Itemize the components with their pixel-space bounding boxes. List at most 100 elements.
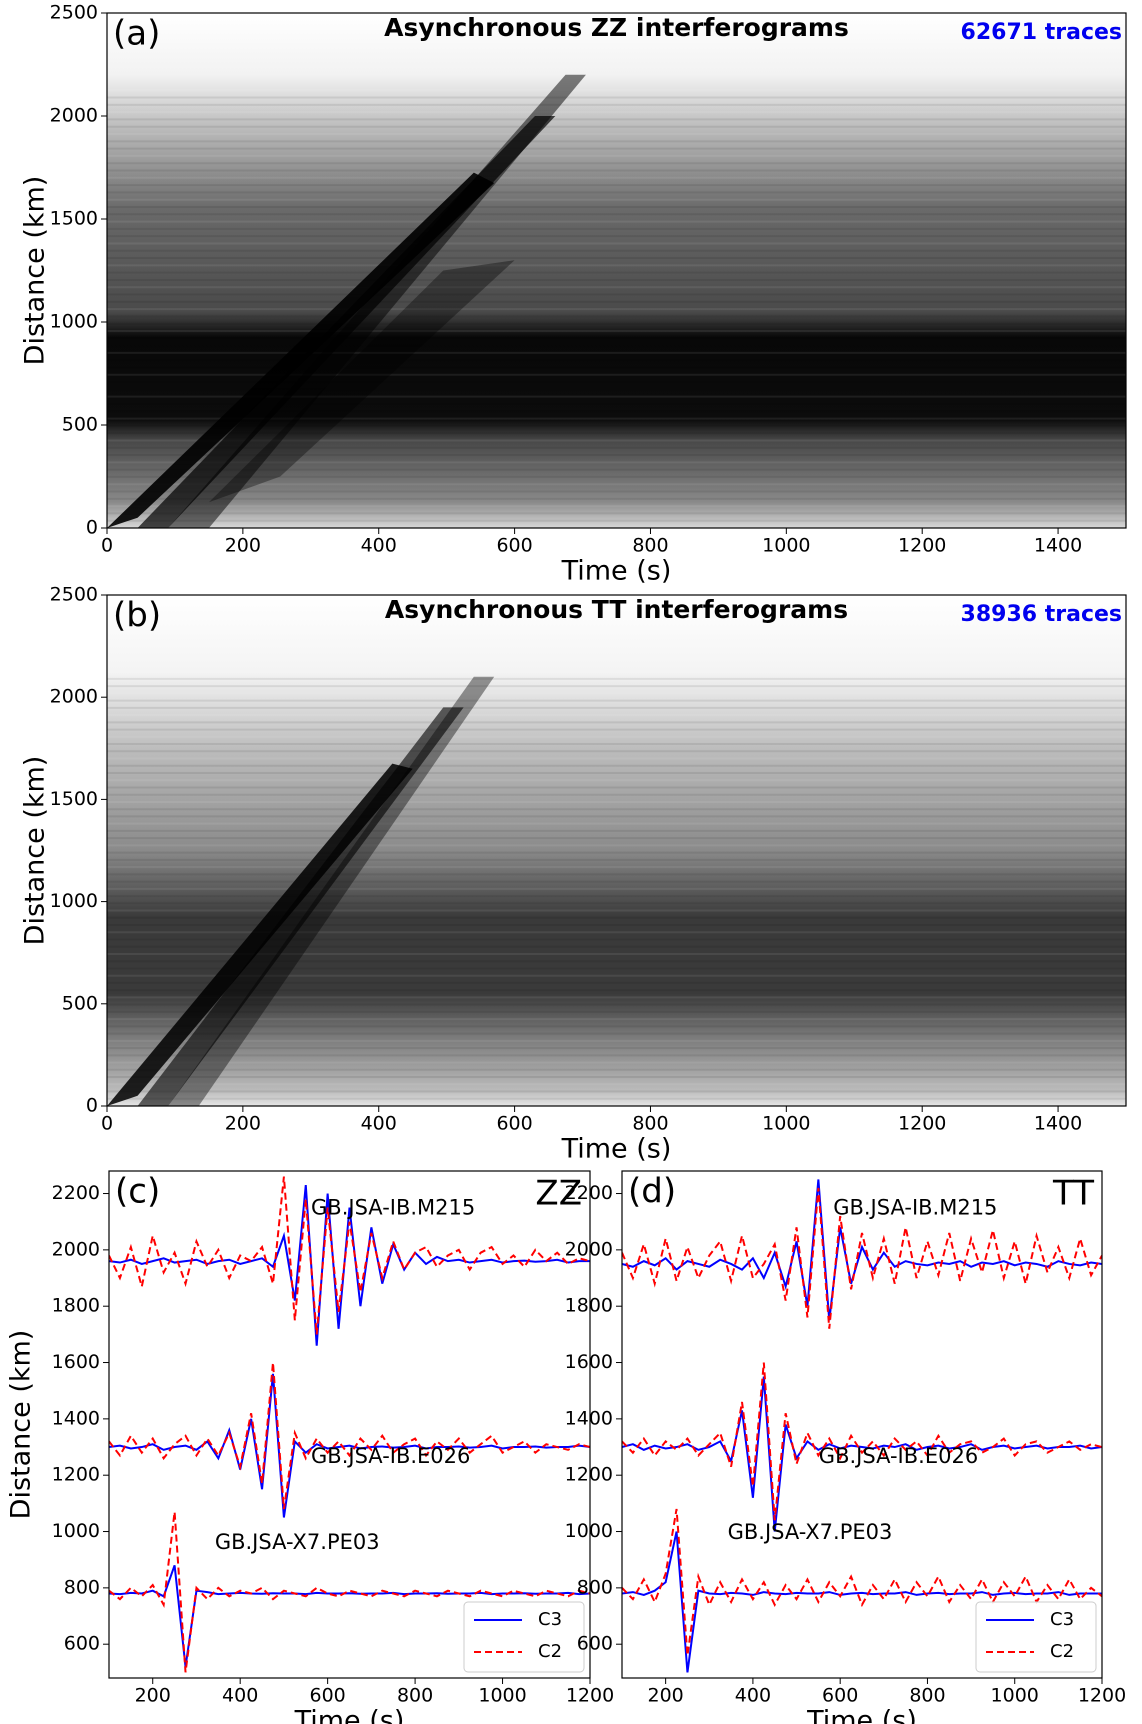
- x-tick-label: 1000: [991, 1685, 1039, 1707]
- x-tick-label: 800: [909, 1685, 945, 1707]
- x-tick-label: 800: [632, 1113, 668, 1135]
- y-tick-label: 1500: [50, 788, 98, 810]
- y-axis-label: Distance (km): [6, 1330, 37, 1520]
- waveform: [109, 1511, 590, 1673]
- x-axis-label: Time (s): [561, 1134, 672, 1165]
- x-tick-label: 200: [225, 1113, 261, 1135]
- x-tick-label: 600: [822, 1685, 858, 1707]
- x-tick-label: 400: [735, 1685, 771, 1707]
- waveform: [622, 1508, 1102, 1656]
- x-tick-label: 200: [648, 1685, 684, 1707]
- x-tick-label: 1200: [566, 1685, 614, 1707]
- legend-label: C2: [1050, 1641, 1074, 1662]
- y-tick-label: 2000: [52, 1238, 100, 1260]
- x-tick-label: 200: [135, 1685, 171, 1707]
- x-tick-label: 400: [222, 1685, 258, 1707]
- x-tick-label: 800: [397, 1685, 433, 1707]
- y-tick-label: 0: [86, 1095, 98, 1117]
- y-tick-label: 1800: [565, 1295, 613, 1317]
- x-tick-label: 400: [361, 535, 397, 557]
- x-tick-label: 0: [101, 535, 113, 557]
- y-tick-label: 1000: [50, 311, 98, 333]
- y-tick-label: 600: [64, 1633, 100, 1655]
- y-tick-label: 1200: [52, 1464, 100, 1486]
- trace-label: GB.JSA-IB.E026: [819, 1444, 978, 1468]
- y-tick-label: 1600: [565, 1351, 613, 1373]
- y-tick-label: 1600: [52, 1351, 100, 1373]
- y-tick-label: 2500: [50, 2, 98, 24]
- x-tick-label: 400: [361, 1113, 397, 1135]
- legend-label: C2: [538, 1641, 562, 1662]
- y-tick-label: 2000: [50, 105, 98, 127]
- x-tick-label: 1000: [762, 535, 810, 557]
- y-tick-label: 1200: [565, 1464, 613, 1486]
- y-axis-label: Distance (km): [20, 756, 51, 946]
- x-axis-label: Time (s): [806, 1706, 917, 1724]
- x-tick-label: 1400: [1034, 535, 1082, 557]
- x-tick-label: 1000: [478, 1685, 526, 1707]
- moveout-streak: [137, 707, 464, 1106]
- x-tick-label: 1000: [762, 1113, 810, 1135]
- x-tick-label: 1200: [1078, 1685, 1126, 1707]
- plot-frame: [106, 12, 1127, 529]
- trace-label: GB.JSA-IB.M215: [311, 1195, 475, 1219]
- trace-label: GB.JSA-IB.E026: [311, 1444, 470, 1468]
- y-tick-label: 800: [577, 1576, 613, 1598]
- y-tick-label: 1800: [52, 1295, 100, 1317]
- y-tick-label: 2200: [565, 1182, 613, 1204]
- y-tick-label: 600: [577, 1633, 613, 1655]
- y-tick-label: 1500: [50, 208, 98, 230]
- y-tick-label: 800: [64, 1576, 100, 1598]
- y-tick-label: 2200: [52, 1182, 100, 1204]
- plot-frame: [108, 1170, 591, 1679]
- y-tick-label: 2000: [50, 686, 98, 708]
- trace-label: GB.JSA-IB.M215: [833, 1195, 997, 1219]
- legend-box: [975, 1601, 1097, 1673]
- y-tick-label: 1400: [52, 1407, 100, 1429]
- legend-label: C3: [1050, 1609, 1074, 1630]
- legend-label: C3: [538, 1609, 562, 1630]
- x-tick-label: 800: [632, 535, 668, 557]
- waveform: [109, 1176, 590, 1335]
- x-tick-label: 0: [101, 1113, 113, 1135]
- y-tick-label: 500: [62, 414, 98, 436]
- x-axis-label: Time (s): [294, 1706, 405, 1724]
- panel-label: (b): [113, 596, 161, 636]
- trace-count: 62671 traces: [961, 20, 1122, 45]
- y-tick-label: 1000: [565, 1520, 613, 1542]
- waveform: [622, 1362, 1102, 1521]
- trace-label: GB.JSA-X7.PE03: [728, 1520, 893, 1544]
- x-tick-label: 600: [496, 535, 532, 557]
- chart-title: Asynchronous TT interferograms: [385, 595, 848, 624]
- x-tick-label: 1400: [1034, 1113, 1082, 1135]
- y-tick-label: 2500: [50, 584, 98, 606]
- panel-label: (d): [628, 1172, 676, 1212]
- moveout-streak: [208, 260, 515, 503]
- waveform: [109, 1184, 590, 1346]
- component-label: TT: [1052, 1174, 1094, 1214]
- waveform: [622, 1179, 1102, 1321]
- panel-label: (a): [113, 14, 160, 54]
- plot-frame: [106, 594, 1127, 1107]
- y-tick-label: 2000: [565, 1238, 613, 1260]
- x-tick-label: 600: [496, 1113, 532, 1135]
- x-axis-label: Time (s): [561, 556, 672, 587]
- moveout-streak: [168, 676, 495, 1106]
- plot-frame: [621, 1170, 1103, 1679]
- trace-count: 38936 traces: [961, 602, 1122, 627]
- y-tick-label: 1400: [565, 1407, 613, 1429]
- waveform: [622, 1531, 1102, 1673]
- component-label: ZZ: [535, 1174, 582, 1214]
- x-tick-label: 1200: [898, 535, 946, 557]
- heatmap: [107, 595, 1126, 1106]
- chart-title: Asynchronous ZZ interferograms: [384, 13, 849, 42]
- x-tick-label: 600: [310, 1685, 346, 1707]
- waveform: [109, 1362, 590, 1510]
- moveout-streak: [168, 74, 586, 529]
- y-tick-label: 500: [62, 992, 98, 1014]
- panel-label: (c): [115, 1172, 160, 1212]
- y-tick-label: 1000: [50, 890, 98, 912]
- waveform: [622, 1187, 1102, 1329]
- x-tick-label: 1200: [898, 1113, 946, 1135]
